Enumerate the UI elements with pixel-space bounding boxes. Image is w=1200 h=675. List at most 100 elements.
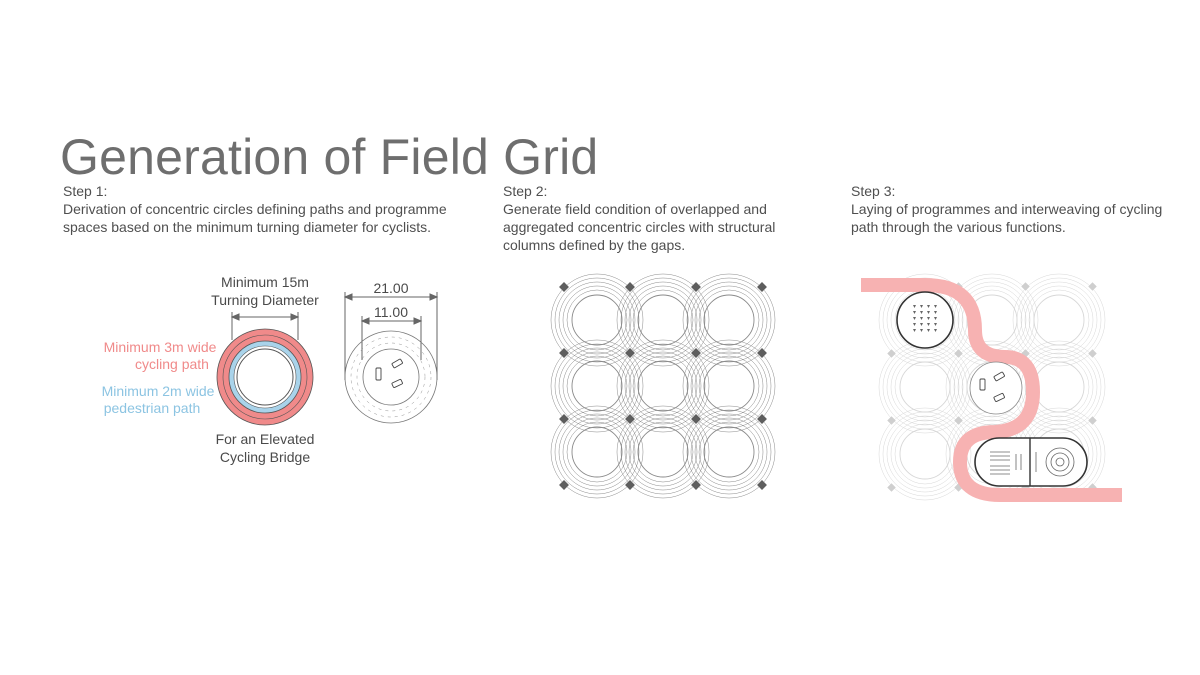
ring	[886, 348, 964, 426]
structural-column	[691, 348, 701, 358]
seating-icon	[913, 305, 937, 332]
turning-circle-plan	[344, 330, 438, 424]
programme-capsule	[974, 437, 1088, 487]
step-1-text: Derivation of concentric circles definin…	[63, 201, 447, 235]
structural-column	[559, 282, 569, 292]
seat	[927, 323, 930, 326]
ring	[616, 273, 710, 367]
structural-column	[691, 480, 701, 490]
concentric-circle-cell	[682, 405, 776, 499]
bike-rack-icon	[990, 451, 1037, 475]
ring	[1016, 277, 1102, 363]
ring	[698, 289, 760, 351]
structural-column	[559, 414, 569, 424]
seat	[920, 311, 923, 314]
ring	[690, 347, 768, 425]
ring	[628, 285, 698, 355]
ring	[566, 421, 628, 483]
bicycle-icon	[375, 358, 403, 388]
seat	[913, 317, 916, 320]
structural-column	[757, 282, 767, 292]
ring	[628, 351, 698, 421]
structural-column	[887, 483, 896, 492]
structural-column	[691, 282, 701, 292]
concentric-circle-cell	[616, 273, 710, 367]
bridge-label-2: Cycling Bridge	[220, 449, 310, 465]
turning-dimension-line	[230, 312, 300, 340]
ring	[637, 360, 689, 412]
cycling-path-label-1: Minimum 3m wide	[104, 339, 217, 355]
ring	[686, 277, 772, 363]
seat	[934, 305, 937, 308]
step-1-description: Step 1: Derivation of concentric circles…	[63, 182, 483, 236]
seat	[927, 311, 930, 314]
concentric-circle-cell	[550, 339, 644, 433]
step-3-description: Step 3: Laying of programmes and interwe…	[851, 182, 1171, 236]
structural-column	[887, 416, 896, 425]
ring	[616, 339, 710, 433]
seat	[920, 329, 923, 332]
dimension-lines	[343, 292, 439, 380]
concentric-circle-cell	[550, 405, 644, 499]
structural-column	[954, 416, 963, 425]
ring	[1033, 361, 1085, 413]
seat	[913, 305, 916, 308]
ring	[890, 419, 960, 489]
seat	[934, 329, 937, 332]
step-2-text: Generate field condition of overlapped a…	[503, 201, 776, 253]
seat	[934, 323, 937, 326]
bridge-label-1: For an Elevated	[216, 431, 315, 447]
ring	[571, 426, 623, 478]
ring	[698, 421, 760, 483]
step-2-description: Step 2: Generate field condition of over…	[503, 182, 823, 254]
ring	[686, 343, 772, 429]
structural-column	[691, 414, 701, 424]
ring	[637, 294, 689, 346]
seat	[927, 329, 930, 332]
seat	[934, 311, 937, 314]
structural-column	[559, 480, 569, 490]
ring	[550, 339, 644, 433]
ring	[558, 347, 636, 425]
ring	[686, 409, 772, 495]
ring	[550, 273, 644, 367]
ring	[571, 294, 623, 346]
seat	[920, 323, 923, 326]
ring	[554, 277, 640, 363]
bicycle-pod	[969, 361, 1023, 415]
ring	[616, 405, 710, 499]
structural-column	[625, 414, 635, 424]
structural-column	[757, 414, 767, 424]
ring	[703, 426, 755, 478]
concentric-circle-cell	[550, 273, 644, 367]
ring	[1024, 352, 1094, 422]
structural-column	[757, 480, 767, 490]
ring	[1033, 294, 1085, 346]
structural-column	[559, 348, 569, 358]
cycling-path-overlay	[861, 278, 1122, 502]
step-3-text: Laying of programmes and interweaving of…	[851, 201, 1163, 235]
step-2-heading: Step 2:	[503, 183, 548, 199]
ring	[637, 426, 689, 478]
dimension-outer-label: 21.00	[373, 280, 408, 296]
ring	[558, 413, 636, 491]
ring	[694, 417, 764, 487]
ring	[682, 273, 776, 367]
ring	[703, 360, 755, 412]
ring	[562, 417, 632, 487]
ring	[1028, 289, 1090, 351]
ring	[624, 347, 702, 425]
ring	[620, 409, 706, 495]
ring	[682, 405, 776, 499]
step-3-heading: Step 3:	[851, 183, 896, 199]
pedestrian-path-label-1: Minimum 2m wide	[102, 383, 215, 399]
structural-column	[625, 282, 635, 292]
ring	[632, 421, 694, 483]
seat	[913, 323, 916, 326]
programme-pod-top	[896, 291, 954, 349]
structural-column	[1021, 282, 1030, 291]
ring	[899, 428, 951, 480]
ring	[698, 355, 760, 417]
concentric-circle-cell	[682, 273, 776, 367]
